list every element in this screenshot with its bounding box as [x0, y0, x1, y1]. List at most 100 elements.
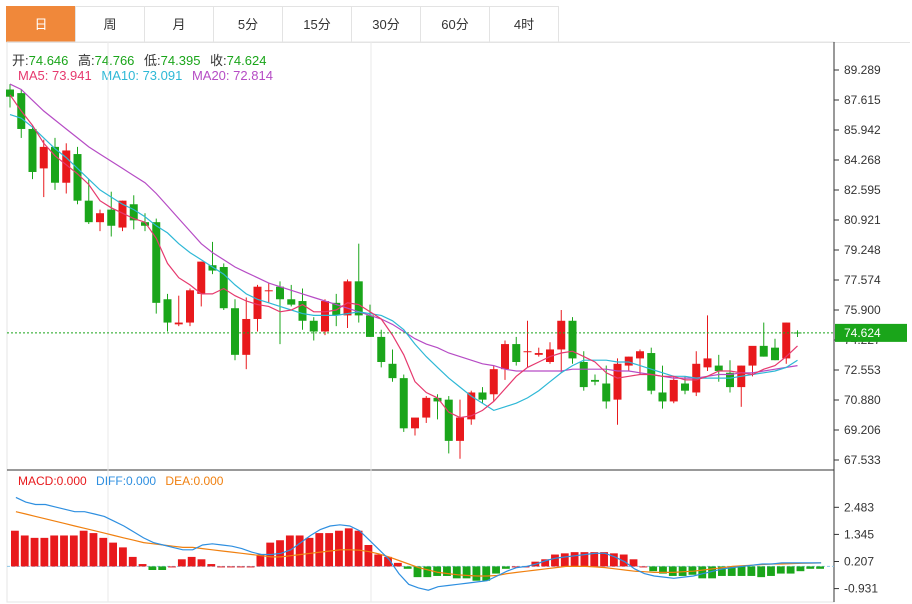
ma5-legend: MA5: 73.941 — [18, 68, 92, 83]
macd-bar — [619, 554, 628, 567]
candle-body — [534, 353, 543, 355]
price-tick-label: 89.289 — [844, 63, 881, 77]
candle — [28, 125, 37, 180]
candle — [714, 354, 723, 382]
macd-bar — [246, 566, 255, 568]
macd-legend: MACD:0.000 DIFF:0.000 DEA:0.000 — [18, 474, 229, 488]
candle — [242, 297, 251, 370]
candle-body — [433, 397, 442, 402]
macd-bar — [40, 537, 49, 567]
candle-body — [231, 308, 239, 355]
macd-bar — [600, 552, 608, 567]
macd-bar — [776, 566, 785, 574]
macd-bar — [541, 559, 550, 567]
macd-bar — [492, 566, 500, 574]
macd-bar — [217, 566, 226, 568]
candle-body — [422, 397, 431, 418]
candle — [399, 374, 408, 432]
macd-bar — [119, 547, 127, 567]
macd-bar — [796, 566, 805, 572]
candle — [456, 399, 464, 459]
candle — [51, 137, 59, 190]
candle — [321, 299, 329, 336]
macd-bar — [20, 535, 29, 567]
macd-tick-label: -0.931 — [844, 582, 878, 596]
tab-4[interactable]: 15分 — [282, 6, 352, 42]
ma20-line — [9, 83, 798, 379]
macd-bar — [99, 537, 108, 567]
macd-bar — [138, 564, 147, 567]
candle-body — [478, 392, 487, 400]
macd-bar — [168, 566, 176, 568]
candle — [613, 358, 622, 425]
tab-1[interactable]: 周 — [75, 6, 145, 42]
macd-bar — [325, 533, 334, 567]
tab-0[interactable]: 日 — [6, 6, 76, 42]
candle-body — [546, 349, 554, 362]
candle-body — [703, 358, 712, 368]
price-tick-label: 82.595 — [844, 183, 881, 197]
candle — [96, 209, 104, 232]
candle — [478, 387, 487, 404]
candle-body — [321, 301, 329, 332]
candle — [726, 360, 734, 393]
ma-legend: MA5: 73.941 MA10: 73.091 MA20: 72.814 — [18, 68, 279, 83]
tab-3[interactable]: 5分 — [213, 6, 283, 42]
candle-body — [141, 222, 149, 226]
candle — [636, 349, 644, 375]
candle — [366, 304, 374, 337]
candle — [759, 322, 768, 357]
macd-bar — [727, 566, 736, 576]
candle — [579, 351, 588, 391]
macd-bar — [295, 535, 304, 567]
candle-body — [501, 344, 509, 370]
candle-body — [186, 290, 194, 323]
period-tabs: 日周月 5分 15分 30分 60分 4时 — [6, 6, 910, 43]
candle — [771, 338, 779, 361]
candle-body — [759, 345, 768, 357]
candle — [163, 293, 172, 332]
chart-frame — [6, 41, 835, 603]
price-tick-label: 72.553 — [844, 363, 881, 377]
macd-bar — [236, 566, 245, 568]
macd-bar — [629, 559, 638, 567]
macd-bar — [580, 552, 589, 567]
candle-body — [782, 322, 791, 359]
candle-body — [793, 332, 802, 334]
candle-body — [602, 383, 611, 402]
candle — [129, 195, 138, 230]
low-value: 74.395 — [160, 53, 201, 68]
candle — [264, 283, 273, 303]
macd-bar — [393, 562, 402, 567]
tab-2[interactable]: 月 — [144, 6, 214, 42]
candle — [647, 347, 656, 395]
macd-bar — [717, 566, 726, 576]
candle-body — [242, 318, 251, 355]
candle — [422, 396, 431, 423]
tab-5[interactable]: 30分 — [351, 6, 421, 42]
candle — [692, 351, 701, 397]
ohlc-readout: 开:74.646 高:74.766 低:74.395 收:74.624 — [12, 53, 267, 68]
candle-body — [264, 290, 273, 292]
candle-body — [62, 150, 71, 183]
candle-body — [568, 320, 577, 359]
macd-bar — [757, 566, 766, 578]
macd-bar — [50, 535, 59, 567]
macd-bar — [158, 566, 167, 570]
candle-body — [714, 365, 723, 371]
candle-body — [388, 363, 397, 379]
macd-bar — [511, 566, 520, 568]
candle-body — [444, 399, 453, 441]
candle-body — [96, 213, 104, 223]
candle — [748, 345, 757, 377]
candle — [591, 374, 599, 386]
candle-body — [613, 363, 622, 400]
macd-tick-label: 2.483 — [844, 500, 874, 514]
price-tick-label: 67.533 — [844, 453, 881, 467]
candle-body — [276, 286, 284, 300]
candle — [197, 261, 206, 307]
tab-7[interactable]: 4时 — [489, 6, 559, 42]
macd-bar — [590, 552, 599, 567]
candle — [489, 365, 498, 402]
